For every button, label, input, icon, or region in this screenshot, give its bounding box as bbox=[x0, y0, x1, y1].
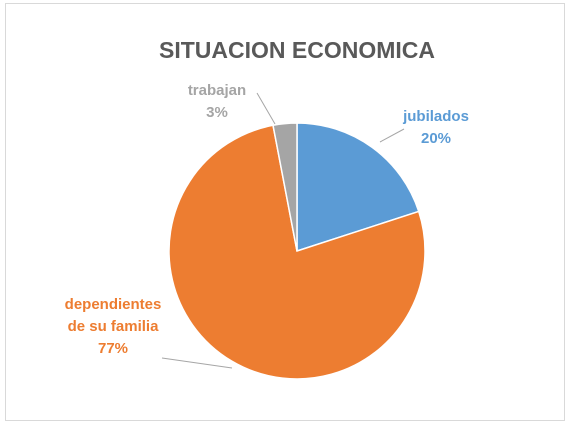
leader-line bbox=[379, 128, 405, 143]
leader-line bbox=[256, 92, 276, 125]
data-label: jubilados 20% bbox=[386, 106, 486, 150]
leader-line bbox=[161, 357, 233, 369]
value-label: 3% bbox=[206, 104, 228, 121]
category-label: jubilados bbox=[403, 108, 469, 125]
data-label: trabajan 3% bbox=[177, 80, 257, 124]
category-label: dependientes de su familia bbox=[64, 296, 162, 335]
value-label: 20% bbox=[420, 130, 452, 147]
value-label: 77% bbox=[97, 340, 129, 357]
pie-slice bbox=[296, 122, 420, 253]
pie-slice bbox=[272, 122, 298, 252]
data-label: dependientes de su familia 77% bbox=[58, 294, 168, 360]
category-label: trabajan bbox=[187, 82, 247, 99]
pie-slice bbox=[168, 124, 426, 380]
chart-title: SITUACION ECONOMICA bbox=[159, 37, 435, 63]
